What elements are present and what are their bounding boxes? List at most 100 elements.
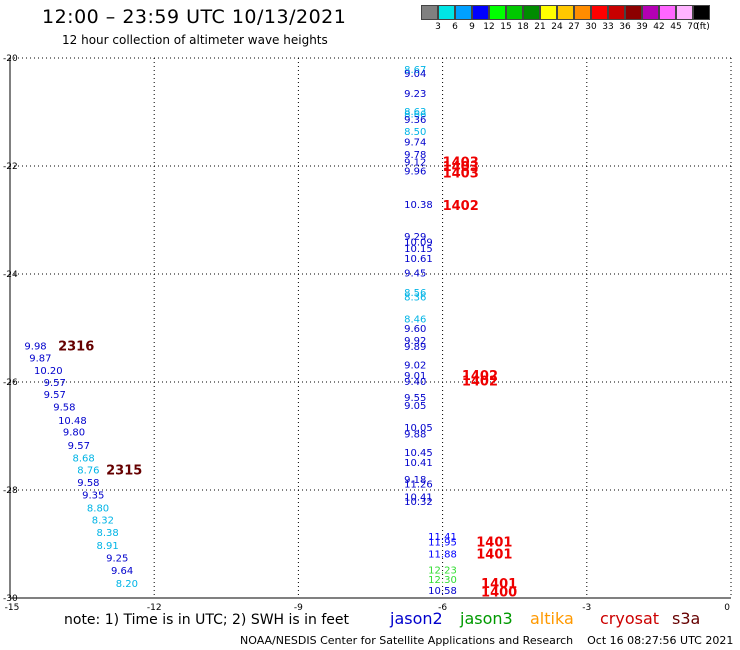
satellite-name: jason2: [390, 609, 443, 628]
wave-height-value: 9.89: [404, 342, 426, 353]
wave-height-value: 11.41: [428, 532, 457, 543]
legend-label: 36: [619, 22, 631, 32]
wave-height-value: 10.48: [58, 416, 87, 427]
wave-height-value: 8.32: [92, 516, 114, 527]
wave-height-value: 8.91: [97, 541, 119, 552]
legend-swatch: [438, 5, 455, 20]
satellite-name: altika: [530, 609, 574, 628]
wave-height-value: 9.18: [404, 475, 426, 486]
legend-swatch: [642, 5, 659, 20]
wave-height-value: 10.20: [34, 366, 63, 377]
x-tick-label: -12: [147, 603, 162, 613]
wave-height-value: 8.56: [404, 288, 426, 299]
wave-height-value: 9.12: [404, 158, 426, 169]
footer-source: NOAA/NESDIS Center for Satellite Applica…: [240, 634, 733, 647]
wave-height-value: 9.02: [404, 361, 426, 372]
satellite-name: cryosat: [600, 609, 660, 628]
legend-label: 42: [653, 22, 665, 32]
pass-time-label: 1401: [476, 535, 512, 550]
legend-swatch: [421, 5, 438, 20]
wave-height-value: 9.64: [111, 566, 133, 577]
chart-axes: [9, 57, 732, 599]
wave-height-value: 9.57: [68, 441, 90, 452]
color-legend: [421, 5, 710, 20]
pass-time-label: 1402: [462, 369, 498, 384]
wave-height-value: 10.32: [404, 497, 433, 508]
chart-title: 12:00 – 23:59 UTC 10/13/2021: [42, 6, 347, 28]
wave-height-value: 9.40: [404, 377, 426, 388]
tick-labels: -15 -12 -9 -6 -3 0-20-22-24-26-28-30: [3, 54, 730, 613]
wave-height-value: 8.67: [404, 65, 426, 76]
pass-time-label: 1401: [476, 548, 512, 563]
wave-height-value: 11.26: [404, 480, 433, 491]
legend-label: 45: [670, 22, 682, 32]
chart-subtitle: 12 hour collection of altimeter wave hei…: [62, 33, 328, 47]
wave-height-value: 9.80: [63, 428, 85, 439]
wave-height-value: 12.30: [428, 575, 457, 586]
wave-height-value: 10.09: [404, 238, 433, 249]
legend-label: 21: [534, 22, 546, 32]
wave-height-value: 9.25: [106, 554, 128, 565]
wave-height-value: 9.04: [404, 69, 426, 80]
x-tick-label: -9: [294, 603, 303, 613]
wave-height-value: 9.58: [53, 402, 75, 413]
wave-height-value: 9.57: [44, 378, 66, 389]
y-tick-label: -24: [3, 270, 18, 280]
pass-time-label: 1400: [481, 586, 517, 601]
legend-label: 12: [483, 22, 495, 32]
wave-height-value: 8.63: [404, 107, 426, 118]
wave-height-value: 10.15: [404, 244, 433, 255]
legend-label: 27: [568, 22, 580, 32]
wave-height-value: 9.23: [404, 89, 426, 100]
pass-time-label: 1402: [443, 199, 479, 214]
legend-swatch: [557, 5, 574, 20]
chart-grid: [10, 58, 731, 598]
y-tick-label: -26: [3, 378, 18, 388]
wave-height-value: 9.35: [82, 490, 104, 501]
legend-swatch: [489, 5, 506, 20]
legend-swatch: [591, 5, 608, 20]
wave-height-value: 9.74: [404, 138, 426, 149]
legend-label: (ft): [696, 22, 710, 32]
legend-label: 39: [636, 22, 648, 32]
wave-height-value: 9.55: [404, 393, 426, 404]
wave-height-value: 9.05: [404, 401, 426, 412]
legend-label: 3: [435, 22, 441, 32]
legend-swatch: [608, 5, 625, 20]
wave-height-value: 8.38: [97, 528, 119, 539]
wave-height-value: 11.95: [428, 537, 457, 548]
wave-height-value: 10.45: [404, 448, 433, 459]
wave-height-value: 11.88: [428, 550, 457, 561]
wave-height-value: 8.68: [72, 454, 94, 465]
satellite-name: s3a: [672, 609, 701, 628]
footnote: note: 1) Time is in UTC; 2) SWH is in fe…: [64, 612, 350, 628]
legend-label: 9: [469, 22, 475, 32]
wave-height-value: 8.20: [116, 579, 138, 590]
legend-label: 33: [602, 22, 614, 32]
wave-height-value: 9.96: [404, 166, 426, 177]
pass-time-label: 2316: [58, 339, 94, 354]
y-tick-label: -20: [3, 54, 18, 64]
pass-time-label: 2315: [106, 463, 142, 478]
legend-swatch: [472, 5, 489, 20]
pass-time-label: 1403: [443, 160, 479, 175]
pass-time-label: 1403: [443, 156, 479, 171]
wave-height-value: 9.98: [24, 341, 46, 352]
x-tick-label: -3: [582, 603, 591, 613]
x-tick-label: 0: [724, 603, 730, 613]
wave-height-value: 12.23: [428, 565, 457, 576]
legend-label: 18: [517, 22, 529, 32]
pass-time-label: 1402: [462, 374, 498, 389]
legend-swatch: [506, 5, 523, 20]
y-tick-label: -30: [3, 594, 18, 604]
wave-height-value: 8.50: [404, 127, 426, 138]
wave-height-value: 10.05: [404, 423, 433, 434]
legend-swatch: [455, 5, 472, 20]
wave-height-value: 10.41: [404, 492, 433, 503]
y-tick-label: -28: [3, 486, 18, 496]
wave-height-value: 9.36: [404, 115, 426, 126]
x-tick-label: -15: [5, 603, 20, 613]
wave-height-marks: 8.679.04 9.23 8.638.669.368.509.749.789.12…: [24, 65, 456, 597]
y-tick-label: -22: [3, 162, 18, 172]
